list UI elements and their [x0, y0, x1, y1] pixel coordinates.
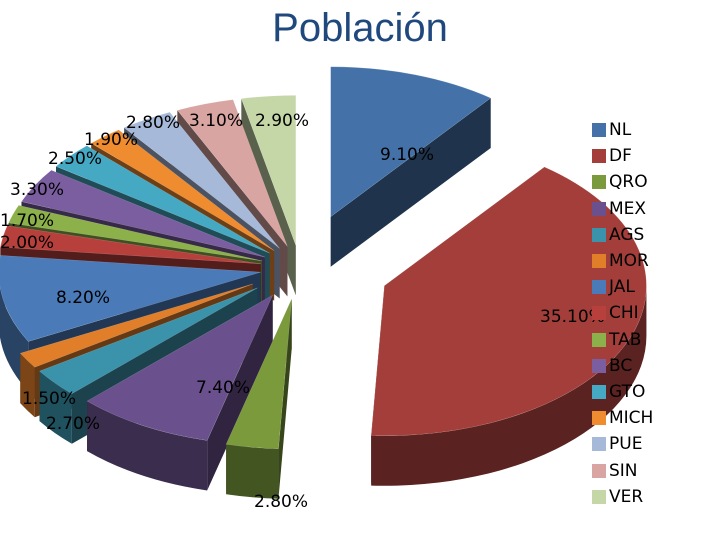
pie-slice-pue [123, 111, 280, 249]
legend-swatch [592, 254, 606, 269]
pie-slice-mex [86, 294, 274, 441]
pie-slice-sin [176, 99, 288, 247]
legend-item-sin: SIN [592, 457, 653, 483]
legend-label: QRO [609, 172, 648, 193]
legend-item-mich: MICH [592, 405, 653, 431]
pie-slice-mor [19, 283, 253, 368]
pie-slice-bc [21, 169, 265, 258]
legend-label: SIN [609, 460, 638, 481]
legend-label: MEX [609, 198, 647, 219]
legend-label: VER [609, 486, 644, 507]
pie-slice-wall-ags [39, 287, 258, 422]
legend-label: GTO [609, 381, 646, 402]
pie-slice-wall-nl [330, 97, 491, 267]
legend-label: JAL [609, 277, 635, 298]
legend-swatch [592, 411, 606, 426]
pie-tops [0, 66, 647, 450]
pie-slice-jal [0, 255, 261, 342]
pie-slice-ver [241, 95, 297, 246]
legend-item-ver: VER [592, 484, 653, 510]
data-label-sin: 3.10% [189, 111, 243, 131]
pie-slice-tab [8, 205, 263, 262]
pie-slice-side-df [371, 285, 647, 486]
pie-data-labels: 9.10% 35.10% 2.80% 7.40% 2.70% 1.50% 8.20% 2.00… [0, 111, 605, 512]
data-label-qro: 2.80% [254, 492, 308, 512]
legend-swatch [592, 437, 606, 452]
pie-slice-side-mor [20, 353, 35, 418]
legend-label: DF [609, 146, 632, 167]
pie-slice-side-mex [87, 401, 208, 491]
data-label-bc: 3.30% [10, 180, 64, 200]
chart-legend: NL DF QRO MEX AGS MOR JAL CHI TAB BC GTO MICH PUE SIN… [592, 117, 653, 510]
legend-label: TAB [609, 329, 642, 350]
pie-slice-side-qro [226, 444, 279, 499]
data-label-gto: 2.50% [48, 149, 102, 169]
legend-label: AGS [609, 224, 645, 245]
data-label-tab: 1.70% [0, 211, 54, 231]
legend-item-tab: TAB [592, 327, 653, 353]
data-label-ags: 2.70% [46, 414, 100, 434]
legend-label: PUE [609, 434, 643, 455]
legend-item-qro: QRO [592, 169, 653, 195]
legend-label: MOR [609, 251, 649, 272]
legend-swatch [592, 306, 606, 321]
data-label-pue: 2.80% [126, 113, 180, 133]
pie-slice-chi [0, 225, 261, 265]
data-label-jal: 8.20% [56, 288, 110, 308]
legend-swatch [592, 358, 606, 373]
pie-slice-qro [225, 298, 292, 450]
legend-item-df: DF [592, 143, 653, 169]
pie-slice-gto [55, 145, 270, 254]
data-label-nl: 9.10% [380, 145, 434, 165]
legend-swatch [592, 463, 606, 478]
legend-item-chi: CHI [592, 300, 653, 326]
legend-swatch [592, 201, 606, 216]
legend-swatch [592, 175, 606, 190]
pie-slice-mich [90, 129, 275, 251]
data-label-chi: 2.00% [0, 233, 54, 253]
pie-slice-side-ags [39, 371, 72, 444]
legend-swatch [592, 227, 606, 242]
legend-item-gto: GTO [592, 379, 653, 405]
pie-slice-nl [330, 66, 492, 218]
legend-item-jal: JAL [592, 274, 653, 300]
data-label-mex: 7.40% [196, 378, 250, 398]
legend-swatch [592, 280, 606, 295]
legend-swatch [592, 123, 606, 138]
data-label-mor: 1.50% [22, 389, 76, 409]
legend-item-bc: BC [592, 353, 653, 379]
legend-item-ags: AGS [592, 222, 653, 248]
legend-item-pue: PUE [592, 431, 653, 457]
legend-item-nl: NL [592, 117, 653, 143]
pie-slice-ags [39, 287, 258, 395]
legend-label: CHI [609, 303, 639, 324]
data-label-ver: 2.90% [255, 111, 309, 131]
legend-swatch [592, 332, 606, 347]
legend-swatch [592, 384, 606, 399]
pie-slice-df [370, 166, 647, 437]
legend-item-mor: MOR [592, 248, 653, 274]
legend-label: NL [609, 120, 632, 141]
legend-label: MICH [609, 408, 654, 429]
legend-swatch [592, 489, 606, 504]
legend-label: BC [609, 355, 633, 376]
legend-item-mex: MEX [592, 196, 653, 222]
legend-swatch [592, 149, 606, 164]
data-label-mich: 1.90% [84, 130, 138, 150]
data-label-df: 35.10% [540, 307, 605, 327]
chart-title: Población [272, 6, 448, 50]
